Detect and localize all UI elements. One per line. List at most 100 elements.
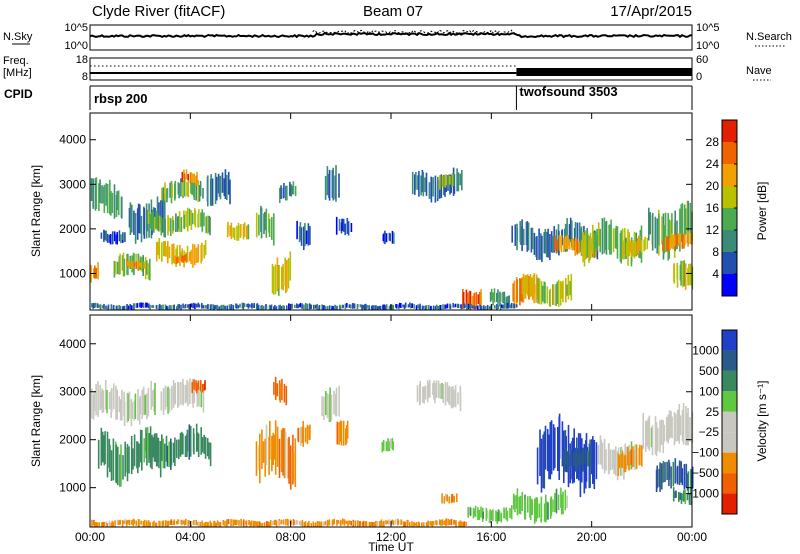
- cpid-segment-rbsp: rbsp 200: [94, 91, 147, 106]
- velocity-region-17: [597, 435, 633, 481]
- date-title: 17/Apr/2015: [610, 3, 692, 20]
- power-region-18: [335, 216, 353, 236]
- nave-block: [516, 68, 692, 76]
- power-ytick-1000: 1000: [59, 266, 86, 280]
- nave-label: Nave: [746, 65, 772, 77]
- nave-tick-high: 60: [696, 54, 708, 66]
- power-region-1: [90, 177, 123, 219]
- power-region-2: [100, 229, 126, 245]
- power-colorbar-swatch-3: [722, 208, 737, 230]
- noise-tick-left-high: 10^5: [64, 22, 88, 34]
- power-region-22: [462, 289, 482, 310]
- velocity-colorbar-label: Velocity [m s⁻¹]: [755, 380, 769, 461]
- velocity-region-14: [512, 487, 568, 524]
- velocity-colorbar-tick-6: −500: [692, 466, 719, 480]
- velocity-colorbar-swatch-7: [722, 473, 737, 494]
- velocity-ytick-3000: 3000: [59, 385, 86, 399]
- velocity-ylabel: Slant Range [km]: [29, 375, 43, 467]
- power-region-20: [411, 167, 463, 203]
- power-region-14: [271, 251, 292, 296]
- power-ytick-2000: 2000: [59, 222, 86, 236]
- station-title: Clyde River (fitACF): [92, 3, 225, 20]
- velocity-colorbar-swatch-3: [722, 391, 737, 412]
- velocity-yaxis: 1000 2000 3000 4000: [59, 337, 692, 495]
- power-region-16: [296, 220, 311, 250]
- freq-tick-high: 18: [76, 54, 88, 66]
- velocity-data-layer: [91, 376, 694, 527]
- power-region-0: [90, 262, 99, 283]
- power-region-23: [489, 288, 510, 309]
- power-region-17: [324, 165, 340, 202]
- velocity-xtick-4: 16:00: [476, 530, 506, 544]
- power-colorbar-tick-24: 24: [706, 157, 720, 171]
- velocity-colorbar-tick-1: 500: [699, 364, 719, 378]
- power-colorbar-swatch-2: [722, 230, 737, 252]
- power-region-32: [673, 260, 694, 290]
- power-colorbar-swatch-4: [722, 186, 737, 208]
- beam-title: Beam 07: [363, 3, 423, 20]
- power-region-11: [206, 169, 231, 207]
- velocity-region-10: [381, 438, 394, 453]
- noise-strip: N.Sky 10^5 10^0 10^5 10^0 N.Search: [3, 22, 792, 52]
- velocity-region-0: [91, 379, 156, 427]
- power-colorbar-tick-8: 8: [712, 245, 719, 259]
- power-colorbar-label: Power [dB]: [755, 182, 769, 241]
- cpid-segment-twofsound: twofsound 3503: [519, 84, 617, 99]
- velocity-region-7: [297, 421, 311, 447]
- power-region-19: [382, 230, 395, 245]
- velocity-region-19: [642, 402, 694, 457]
- noise-sky-line: [89, 31, 693, 39]
- power-region-33: [91, 302, 518, 310]
- velocity-ytick-1000: 1000: [59, 481, 86, 495]
- velocity-xtick-1: 04:00: [175, 530, 205, 544]
- power-region-9: [161, 175, 204, 206]
- power-region-7: [174, 253, 189, 265]
- x-axis-label: Time UT: [368, 540, 414, 554]
- velocity-region-18: [617, 444, 643, 476]
- velocity-region-11: [416, 379, 462, 412]
- nave-tick-low: 0: [696, 71, 702, 83]
- velocity-colorbar-swatch-2: [722, 370, 737, 392]
- power-colorbar-tick-4: 4: [712, 267, 719, 281]
- power-region-4: [126, 258, 147, 270]
- velocity-region-12: [441, 493, 458, 504]
- power-colorbar-tick-16: 16: [706, 201, 720, 215]
- noise-tick-right-high: 10^5: [696, 22, 720, 34]
- velocity-colorbar-swatch-0: [722, 330, 737, 351]
- velocity-colorbar-swatch-6: [722, 452, 737, 474]
- velocity-region-9: [336, 420, 349, 446]
- velocity-colorbar-swatch-1: [722, 350, 737, 371]
- power-region-21: [439, 173, 455, 190]
- velocity-xtick-2: 08:00: [276, 530, 306, 544]
- velocity-colorbar-tick-0: 1000: [692, 343, 719, 357]
- power-yaxis: 1000 2000 3000 4000: [59, 133, 692, 280]
- power-colorbar-tick-12: 12: [706, 223, 720, 237]
- velocity-ytick-2000: 2000: [59, 433, 86, 447]
- velocity-colorbar: 1000 500 100 25 −25 −100 −500 −1000: [685, 329, 738, 515]
- velocity-panel: 1000 2000 3000 4000 00:00 04:00 08:00 12:00 16:…: [29, 314, 707, 554]
- velocity-region-22: [91, 518, 467, 527]
- power-ytick-3000: 3000: [59, 177, 86, 191]
- velocity-colorbar-tick-4: −25: [699, 425, 720, 439]
- power-data-layer: [90, 165, 694, 310]
- power-region-10: [181, 169, 198, 186]
- velocity-region-20: [655, 458, 694, 496]
- power-region-29: [622, 235, 649, 260]
- velocity-colorbar-swatch-4: [722, 411, 737, 433]
- power-region-25: [521, 274, 573, 307]
- velocity-colorbar-swatch-5: [722, 432, 737, 453]
- freq-tick-low: 8: [82, 71, 88, 83]
- velocity-colorbar-tick-5: −100: [692, 446, 719, 460]
- power-region-12: [226, 221, 250, 241]
- power-colorbar-swatch-7: [722, 120, 737, 142]
- power-region-8: [145, 207, 211, 238]
- power-colorbar-tick-28: 28: [706, 135, 720, 149]
- velocity-ytick-4000: 4000: [59, 337, 86, 351]
- power-region-15: [279, 181, 297, 203]
- power-region-30: [648, 200, 693, 261]
- velocity-region-2: [145, 423, 212, 470]
- noise-tick-right-low: 10^0: [696, 40, 720, 52]
- power-panel: 1000 2000 3000 4000 Slant Range [km]: [29, 112, 694, 311]
- velocity-colorbar-swatch-8: [722, 493, 737, 514]
